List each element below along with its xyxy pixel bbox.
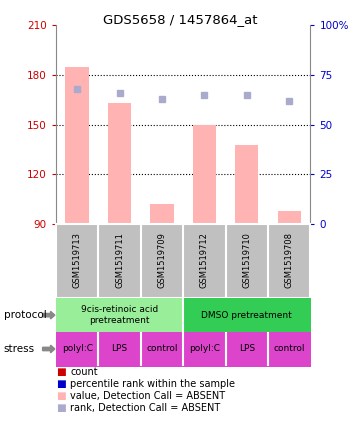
Text: LPS: LPS xyxy=(239,344,255,354)
Bar xyxy=(235,145,258,224)
Text: ■: ■ xyxy=(56,379,66,389)
Bar xyxy=(278,211,301,224)
Text: ■: ■ xyxy=(56,391,66,401)
Text: stress: stress xyxy=(4,344,35,354)
Text: GDS5658 / 1457864_at: GDS5658 / 1457864_at xyxy=(103,13,258,26)
Text: protocol: protocol xyxy=(4,310,46,320)
Text: value, Detection Call = ABSENT: value, Detection Call = ABSENT xyxy=(70,391,226,401)
Text: count: count xyxy=(70,367,98,377)
Text: polyI:C: polyI:C xyxy=(62,344,93,354)
Text: LPS: LPS xyxy=(112,344,128,354)
Bar xyxy=(65,67,89,224)
Bar xyxy=(193,125,216,224)
Text: 9cis-retinoic acid
pretreatment: 9cis-retinoic acid pretreatment xyxy=(81,305,158,325)
Text: GSM1519713: GSM1519713 xyxy=(73,232,82,288)
Text: DMSO pretreatment: DMSO pretreatment xyxy=(201,310,292,320)
Text: percentile rank within the sample: percentile rank within the sample xyxy=(70,379,235,389)
Text: polyI:C: polyI:C xyxy=(189,344,220,354)
Text: ■: ■ xyxy=(56,403,66,413)
Text: GSM1519708: GSM1519708 xyxy=(285,232,294,288)
Bar xyxy=(108,103,131,224)
Text: rank, Detection Call = ABSENT: rank, Detection Call = ABSENT xyxy=(70,403,221,413)
Text: ■: ■ xyxy=(56,367,66,377)
Text: GSM1519711: GSM1519711 xyxy=(115,232,124,288)
Text: GSM1519710: GSM1519710 xyxy=(242,232,251,288)
Text: GSM1519712: GSM1519712 xyxy=(200,232,209,288)
Bar xyxy=(150,204,174,224)
Text: control: control xyxy=(274,344,305,354)
Text: GSM1519709: GSM1519709 xyxy=(157,232,166,288)
Text: control: control xyxy=(146,344,178,354)
